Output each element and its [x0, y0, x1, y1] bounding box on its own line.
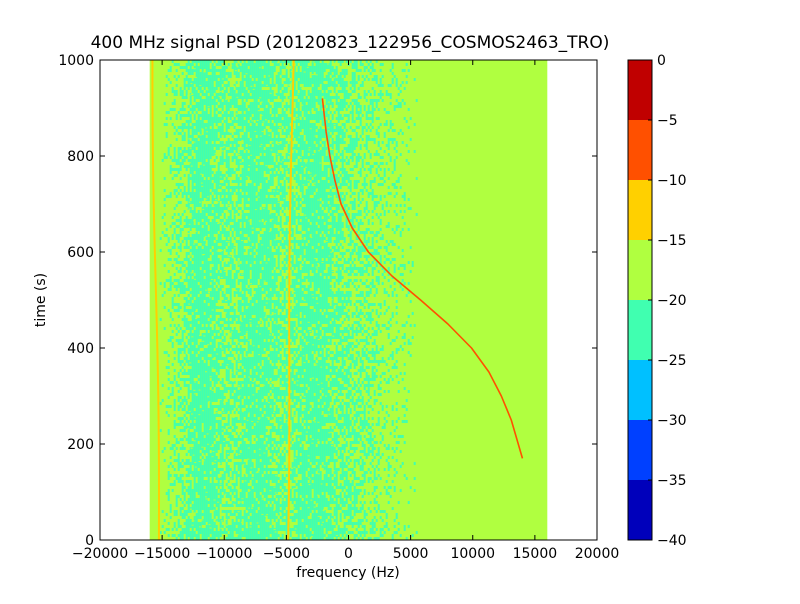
x-tick-label: 20000 [575, 546, 620, 562]
y-tick-label: 0 [85, 533, 94, 549]
colorbar-segment [628, 480, 652, 540]
colorbar: −40 −35 −30 −25 −20 −15 −10 −5 0 [628, 53, 687, 549]
colorbar-tick-label: −30 [657, 413, 687, 429]
colorbar-segment [628, 240, 652, 300]
colorbar-tick-label: −40 [657, 533, 687, 549]
y-tick-label: 600 [67, 245, 94, 261]
y-tick-label: 200 [67, 437, 94, 453]
x-tick-label: −5000 [263, 546, 310, 562]
chart-title: 400 MHz signal PSD (20120823_122956_COSM… [91, 33, 610, 53]
colorbar-segment [628, 360, 652, 420]
x-tick-label: −15000 [134, 546, 190, 562]
x-axis-label: frequency (Hz) [296, 565, 399, 581]
colorbar-segment [628, 180, 652, 240]
colorbar-tick-label: −15 [657, 233, 687, 249]
y-tick-label: 800 [67, 149, 94, 165]
colorbar-tick-label: 0 [657, 53, 666, 69]
x-tick-label: −10000 [196, 546, 252, 562]
x-tick-label: −20000 [72, 546, 128, 562]
colorbar-segment [628, 300, 652, 360]
x-tick-label: 5000 [393, 546, 429, 562]
colorbar-segment [628, 420, 652, 480]
y-axis-label: time (s) [33, 273, 49, 327]
x-tick-label: 15000 [513, 546, 558, 562]
colorbar-segment [628, 120, 652, 180]
colorbar-tick-label: −5 [657, 113, 678, 129]
colorbar-tick-label: −20 [657, 293, 687, 309]
x-tick-label: 10000 [450, 546, 495, 562]
heatmap-layer [150, 60, 548, 540]
y-tick-label: 1000 [58, 53, 94, 69]
colorbar-tick-label: −35 [657, 473, 687, 489]
colorbar-tick-label: −10 [657, 173, 687, 189]
y-tick-label: 400 [67, 341, 94, 357]
x-tick-label: 0 [344, 546, 353, 562]
colorbar-segment [628, 60, 652, 120]
colorbar-tick-label: −25 [657, 353, 687, 369]
